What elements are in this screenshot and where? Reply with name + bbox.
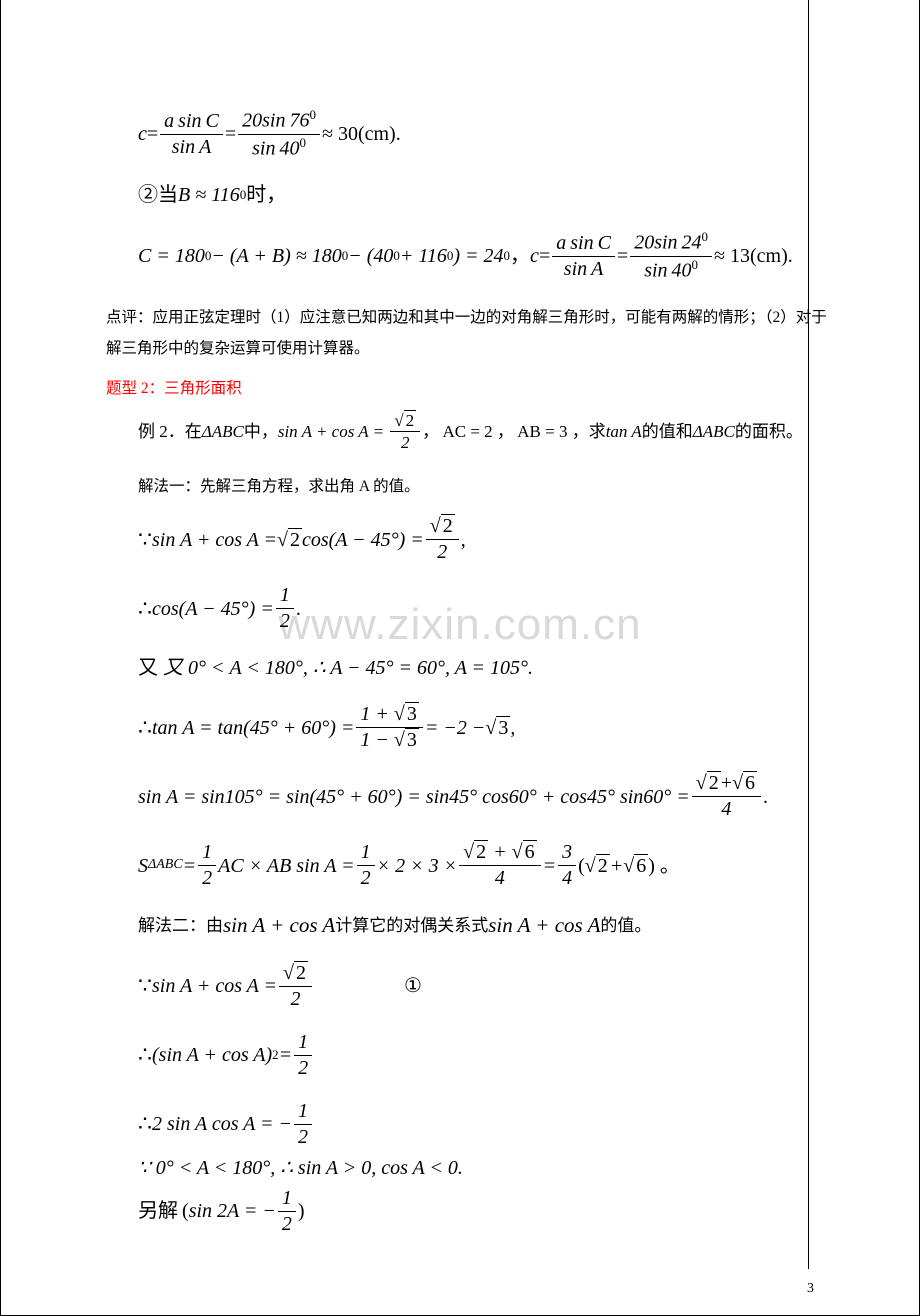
eq3-frac2: 20sin 240 sin 400: [630, 229, 712, 283]
example-2-statement: 例 2．在 ΔABC 中， sin A + cos A = 2 2 ， AC =…: [138, 410, 829, 454]
equation-3: C = 1800 − (A + B) ≈ 1800 − (400 + 1160 …: [138, 229, 829, 283]
line-2: ②当 B ≈ 1160 时，: [138, 179, 829, 211]
sol1-intro: 解法一：先解三角方程，求出角 A 的值。: [138, 471, 829, 502]
eq3-frac1: a sin C sin A: [552, 231, 615, 282]
section2-title: 题型 2：三角形面积: [106, 376, 829, 398]
sol2-line5: 另解 (sin 2A = − 12 ): [138, 1186, 829, 1237]
sol1-area: SΔABC = 12 AC × AB sin A = 12 × 2 × 3 × …: [138, 840, 829, 891]
sol1-line4: ∴ tan A = tan(45° + 60°) = 1 + 3 1 − 3 =…: [138, 702, 829, 753]
sol1-line5: sin A = sin105° = sin(45° + 60°) = sin45…: [138, 771, 829, 822]
sol2-line1: ∵ sin A + cos A = 2 2 ①: [138, 961, 829, 1012]
sol2-line3: ∴ 2 sin A cos A = − 12: [138, 1099, 829, 1150]
page-number: 3: [807, 1281, 814, 1297]
sol1-line1: ∵ sin A + cos A = 2 cos(A − 45°) = 2 2 ,: [138, 514, 829, 565]
sol2-line2: ∴ (sin A + cos A)2 = 12: [138, 1030, 829, 1081]
eq1-lhs: c: [138, 118, 147, 150]
content-root: c= a sin C sin A = 20sin 760 sin 400 ≈ 3…: [106, 107, 829, 1237]
sol2-line4: ∵ 0° < A < 180°, ∴ sin A > 0, cos A < 0.: [138, 1152, 829, 1184]
sol1-line2: ∴ cos(A − 45°) = 1 2 .: [138, 583, 829, 634]
eq1-frac1: a sin C sin A: [160, 109, 223, 160]
sol1-line3: 又 又 0° < A < 180°, ∴ A − 45° = 60°, A = …: [138, 652, 829, 684]
eq1-frac2: 20sin 760 sin 400: [238, 107, 320, 161]
equation-1: c= a sin C sin A = 20sin 760 sin 400 ≈ 3…: [138, 107, 829, 161]
comment-text: 点评：应用正弦定理时（1）应注意已知两边和其中一边的对角解三角形时，可能有两解的…: [106, 302, 829, 364]
sol2-intro: 解法二：由 sin A + cos A 计算它的对偶关系式 sin A + co…: [138, 909, 829, 943]
